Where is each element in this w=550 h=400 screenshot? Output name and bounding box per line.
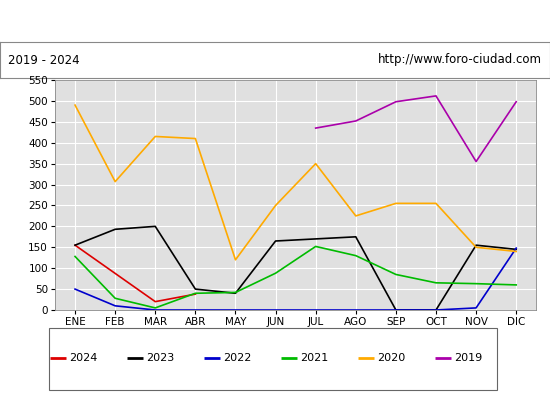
Text: 2020: 2020 [377,353,406,363]
FancyBboxPatch shape [48,328,497,390]
Text: http://www.foro-ciudad.com: http://www.foro-ciudad.com [378,54,542,66]
Text: 2022: 2022 [223,353,252,363]
Text: Evolucion Nº Turistas Nacionales en el municipio de Agón: Evolucion Nº Turistas Nacionales en el m… [59,15,491,28]
Text: 2024: 2024 [69,353,98,363]
Text: 2021: 2021 [300,353,329,363]
Text: 2019: 2019 [454,353,483,363]
Text: 2023: 2023 [146,353,175,363]
Text: 2019 - 2024: 2019 - 2024 [8,54,80,66]
